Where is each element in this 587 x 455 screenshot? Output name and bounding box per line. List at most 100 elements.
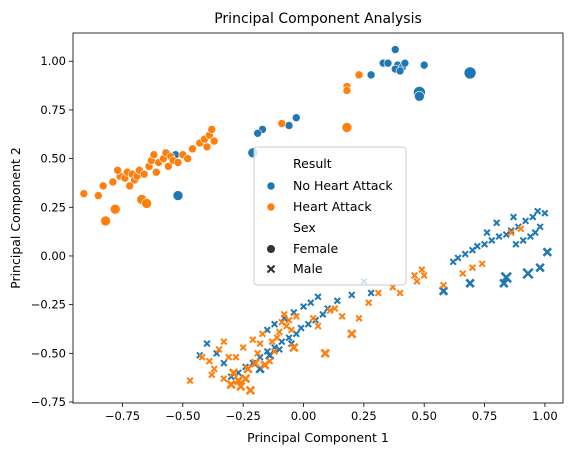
legend-box [253,146,407,286]
data-point [209,136,219,146]
data-point [208,371,216,379]
data-point [125,181,135,191]
data-point [307,299,315,307]
data-point [109,203,121,215]
y-tick-label: 0.75 [40,103,66,117]
data-point [173,158,183,167]
data-point [198,353,206,361]
data-point [277,119,287,128]
data-point [522,217,530,225]
data-point [390,45,400,54]
x-axis-ticks: −0.75 −0.50 −0.25 0.00 0.25 0.50 0.75 1.00 [105,403,558,423]
data-point [439,281,448,289]
data-point [320,348,330,359]
data-point [304,320,312,328]
x-tick-label: −0.50 [165,409,200,423]
data-point [285,316,293,324]
data-point [292,312,300,320]
data-point [287,326,296,334]
data-point [98,181,108,191]
data-point [289,342,299,353]
data-point [151,167,161,177]
data-point [319,310,327,318]
data-point [333,297,341,305]
data-point [236,381,246,392]
data-point [465,278,475,288]
data-point [502,230,510,239]
data-point [291,113,301,123]
data-point [250,358,260,368]
x-tick-label: 0.25 [351,409,377,423]
data-point [449,258,457,266]
data-point [225,353,233,361]
data-point [459,269,467,278]
data-point [396,289,404,297]
data-point [463,66,477,80]
data-point [355,314,363,322]
data-point [79,189,89,198]
chart-title: Principal Component Analysis [214,11,422,27]
data-point [141,198,152,209]
data-point [517,225,525,233]
data-point [420,271,428,280]
data-point [284,121,294,130]
data-point [188,144,197,154]
y-axis-label: Principal Component 2 [8,147,23,289]
data-point [270,347,279,355]
data-point [374,289,382,297]
data-point [341,122,353,133]
data-point [254,349,262,357]
data-point [410,271,419,280]
legend-marker-heart-attack [266,202,276,212]
data-point [186,377,194,385]
legend-label-female: Female [293,241,339,256]
data-point [536,223,544,231]
data-point [348,291,356,299]
data-point [365,299,373,307]
data-point [414,90,425,102]
y-tick-label: 0.50 [40,152,66,166]
data-point [207,125,217,134]
x-tick-label: 1.00 [532,409,558,423]
data-point [285,334,293,342]
data-point [493,219,501,227]
data-point [239,343,247,352]
data-point [220,375,228,383]
data-point [522,267,534,280]
data-point [542,247,553,257]
data-point [331,304,339,313]
data-point [541,209,549,217]
x-tick-label: −0.75 [105,409,140,423]
data-point [275,345,283,354]
data-point [100,215,111,227]
data-point [314,293,322,301]
data-point [468,264,477,272]
data-point [226,379,236,390]
x-tick-label: 0.50 [411,409,437,423]
data-point [280,310,288,318]
data-point [478,260,486,268]
data-point [228,368,239,378]
data-point [273,334,281,342]
data-point [205,357,213,365]
data-point [418,266,426,274]
data-point [509,213,518,221]
data-point [139,169,149,179]
data-point [232,353,240,361]
data-point [400,58,410,68]
y-tick-label: −0.25 [31,298,66,312]
data-point [529,213,537,221]
data-point [314,322,322,330]
data-point [468,246,477,254]
data-point [512,240,520,248]
plot-frame [72,32,564,404]
legend-label-male: Male [293,261,323,276]
data-point [94,191,103,200]
data-point [413,277,421,285]
data-point [243,364,253,374]
data-point [534,207,542,215]
y-tick-label: −0.50 [31,346,66,360]
data-point [249,336,257,344]
data-point [113,165,122,175]
